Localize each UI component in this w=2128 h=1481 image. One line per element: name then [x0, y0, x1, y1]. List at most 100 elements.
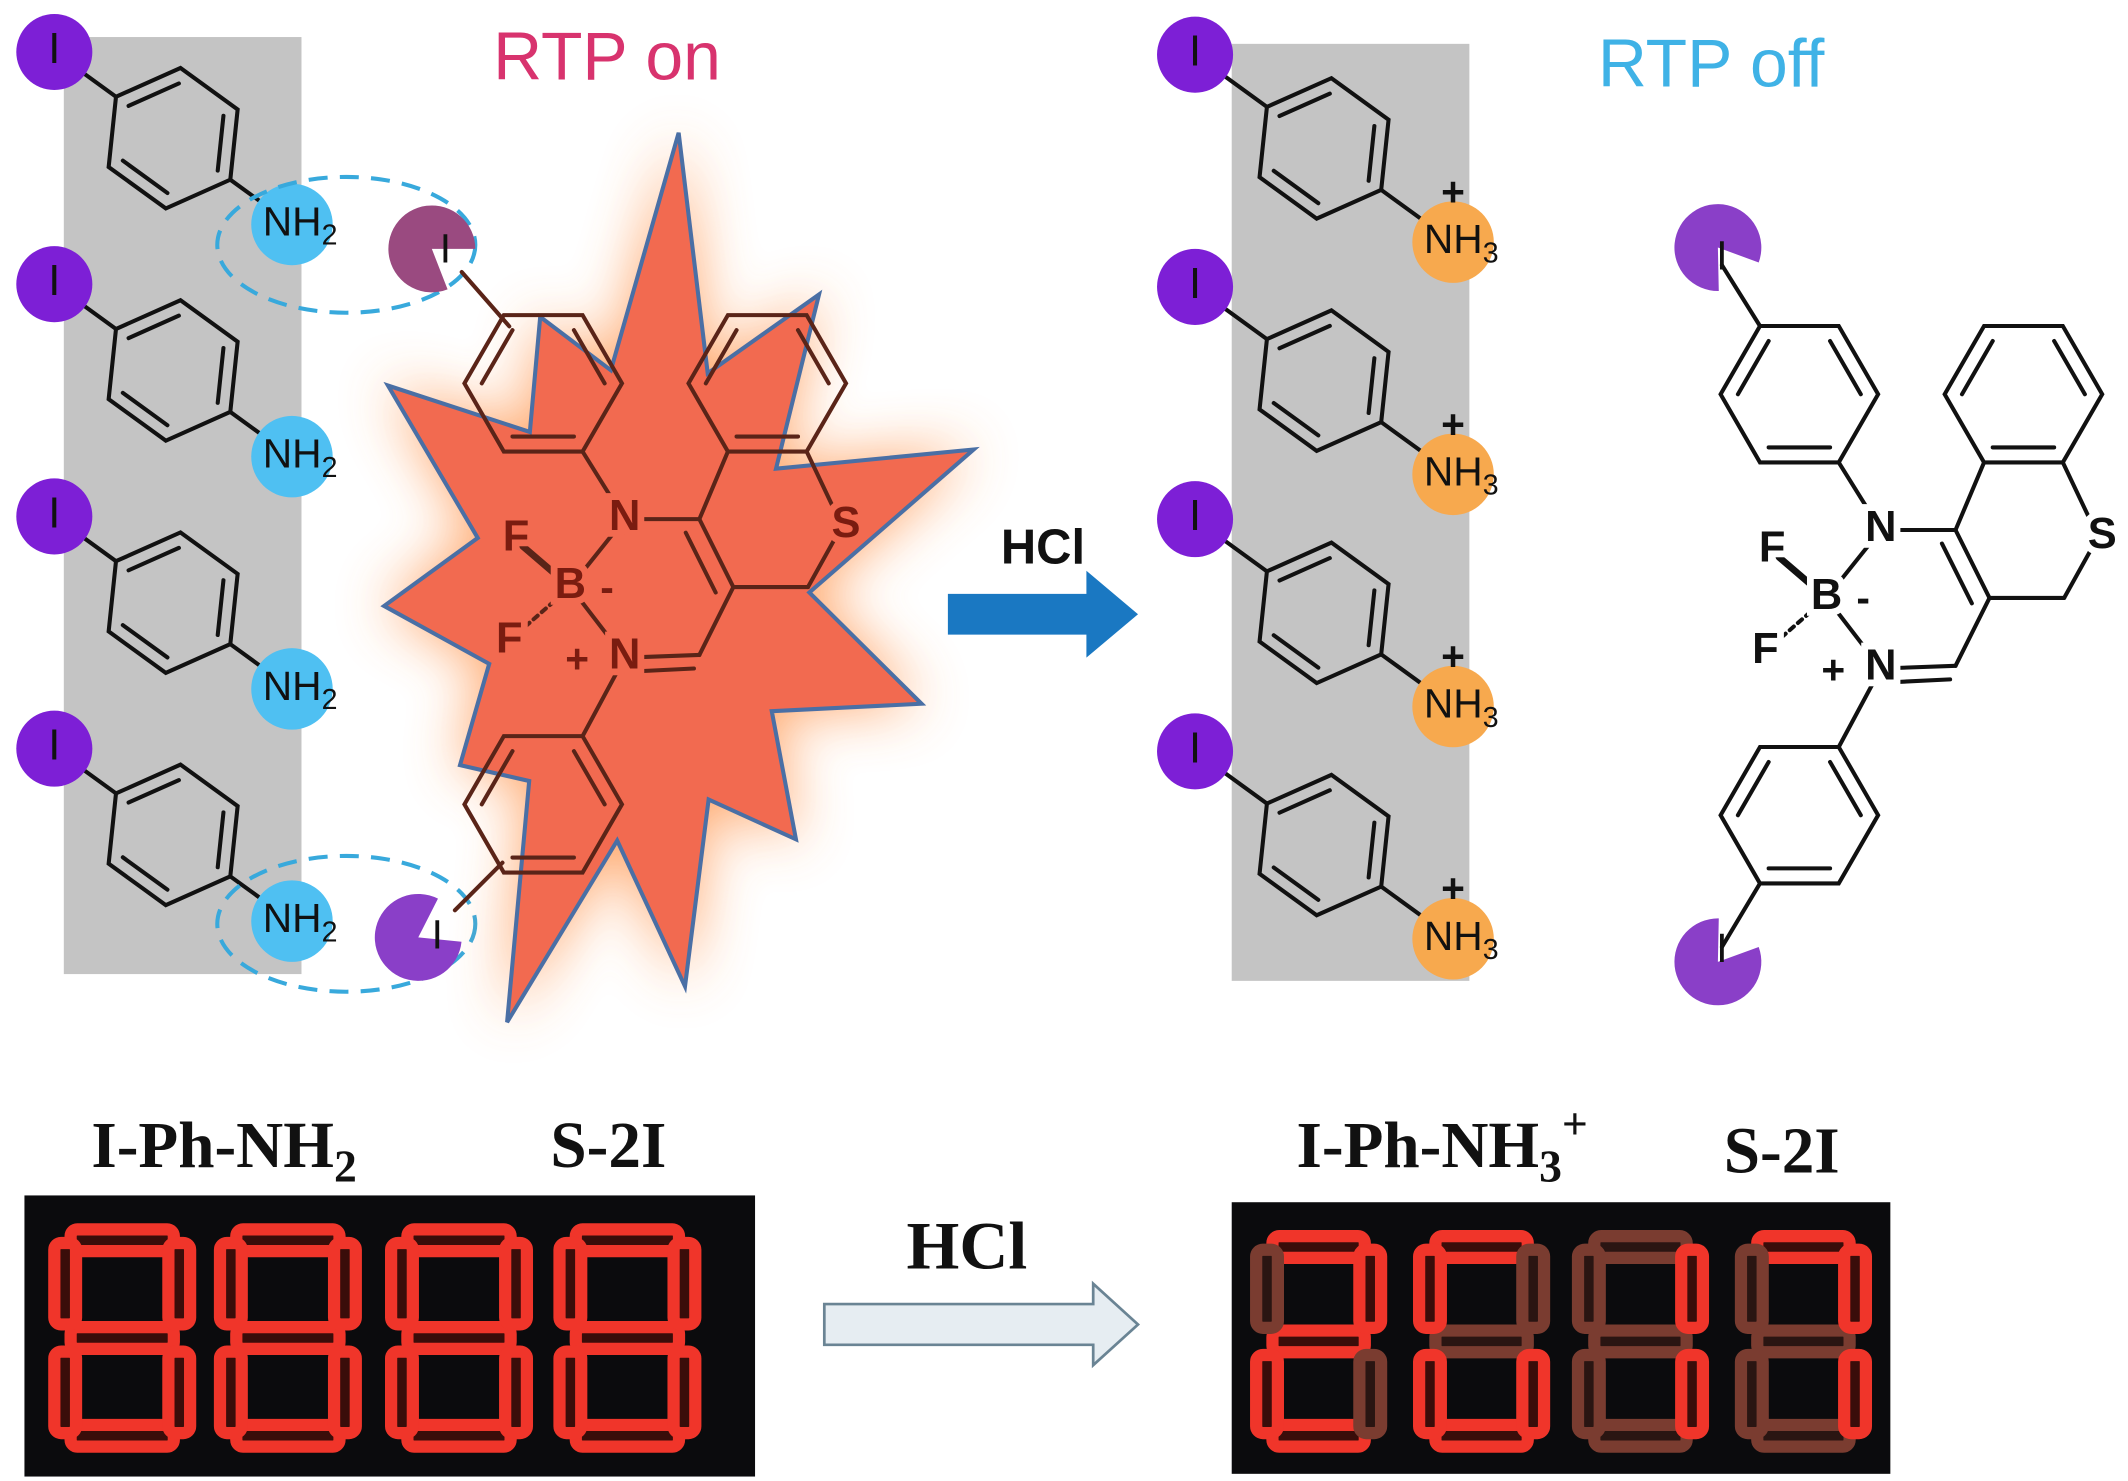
iodine-atom [1157, 713, 1234, 790]
bond [1953, 527, 1992, 600]
rtp-on-label: RTP on [493, 19, 721, 94]
iodine-label: I [1189, 260, 1201, 308]
guest-label: S-2I [1724, 1115, 1840, 1187]
display-segment [1675, 1348, 1710, 1440]
display-segment [499, 1345, 534, 1440]
atom-n-part: N [609, 493, 640, 541]
amine-charge: + [1441, 633, 1465, 679]
amine-label-part: NH [263, 198, 322, 244]
reaction-arrow [947, 570, 1139, 658]
host-label-part: + [1562, 1099, 1588, 1150]
display-segment [1266, 1324, 1371, 1359]
amine-group [251, 880, 333, 962]
display-segment [1734, 1243, 1769, 1334]
amine-charge: + [1441, 168, 1465, 214]
iodine-atom [1157, 248, 1234, 325]
benzene-ring [1257, 75, 1391, 221]
iodine-label: I [1189, 725, 1201, 773]
display-segment [213, 1345, 248, 1440]
rtp-off-label-part: RTP off [1598, 26, 1825, 101]
display-segment [64, 1321, 180, 1355]
amine-charge: + [1441, 401, 1465, 447]
host-label-part: I-Ph-NH [91, 1110, 334, 1182]
charge-part: + [565, 636, 589, 682]
bond [519, 542, 574, 591]
bond [568, 585, 627, 660]
display-segment [1838, 1243, 1873, 1334]
bond [571, 749, 607, 807]
atom-f: F [496, 615, 523, 663]
bond [514, 585, 573, 637]
iodine-label-part: I [432, 911, 443, 957]
display-segment [1250, 1348, 1284, 1440]
benzene-ring [1257, 308, 1391, 454]
display-segment [1250, 1243, 1284, 1334]
amine-charge-part: + [1441, 168, 1465, 214]
benzene-ring [1718, 744, 1881, 886]
benzene-ring [1257, 540, 1391, 686]
display-segment [553, 1236, 588, 1331]
atom-b-part: B [1811, 571, 1842, 619]
benzene-ring [106, 65, 240, 211]
display-segment [327, 1236, 362, 1331]
bond [1824, 595, 1883, 671]
display-segment [1353, 1243, 1388, 1334]
photo-arrow-label: HCl [907, 1207, 1028, 1283]
atom-n-part: N [1865, 642, 1896, 690]
iodine-label: I [440, 225, 451, 271]
atom-f-part: F [1752, 626, 1779, 674]
benzene-ring [106, 297, 240, 444]
iodine-label-part: I [1716, 232, 1727, 278]
amine-label-part: NH [263, 895, 322, 941]
bond [795, 328, 831, 386]
display-segment [230, 1418, 346, 1453]
amine-label-part: NH [263, 430, 322, 476]
charge-part: + [1821, 646, 1845, 692]
atom-s-part: S [832, 499, 861, 547]
display-segment [327, 1345, 362, 1440]
iodine-label-part: I [1189, 725, 1201, 773]
atom-b-part: B [555, 561, 586, 609]
display-segment [384, 1345, 419, 1440]
interaction-ring [215, 853, 478, 994]
display-segment [553, 1345, 588, 1440]
bond [580, 655, 627, 739]
left-pillar [63, 37, 302, 975]
host-label-part: 3 [1539, 1141, 1562, 1192]
amine-label: NH2 [263, 663, 338, 716]
rtp-off-label: RTP off [1598, 26, 1825, 101]
amine-label-part: 3 [1483, 237, 1499, 269]
display-segment [1588, 1324, 1693, 1359]
iodine-label-part: I [1189, 28, 1201, 76]
display-segment [48, 1236, 83, 1331]
benzene-ring [106, 762, 240, 908]
charge: + [565, 636, 589, 682]
charge: + [1821, 646, 1845, 692]
display-segment [667, 1236, 702, 1331]
bond [1366, 588, 1377, 648]
host-label-part: I-Ph-NH [1297, 1110, 1540, 1182]
bond [1719, 263, 1763, 329]
display-segment [48, 1345, 83, 1440]
iodine-label: I [1716, 232, 1727, 278]
amine-group [1412, 665, 1494, 748]
iodine-label-part: I [440, 225, 451, 271]
display-segment [1588, 1418, 1693, 1453]
bond [452, 860, 505, 913]
display-segment [401, 1321, 517, 1355]
atom-s: S [832, 499, 861, 547]
bond [1959, 338, 1995, 397]
display-segment [569, 1321, 686, 1355]
bond [1719, 881, 1763, 949]
iodine-atom [16, 246, 93, 323]
bond [1953, 460, 1987, 533]
display-segment [667, 1345, 702, 1440]
bond [215, 113, 226, 173]
photos [48, 1223, 1873, 1453]
iodine-pacman [374, 893, 462, 981]
guest-label-part: S-2I [1724, 1115, 1840, 1187]
iodine-label: I [48, 722, 60, 770]
display-segment [230, 1321, 346, 1355]
display-segment [1751, 1230, 1856, 1265]
interaction-ring [215, 174, 478, 315]
